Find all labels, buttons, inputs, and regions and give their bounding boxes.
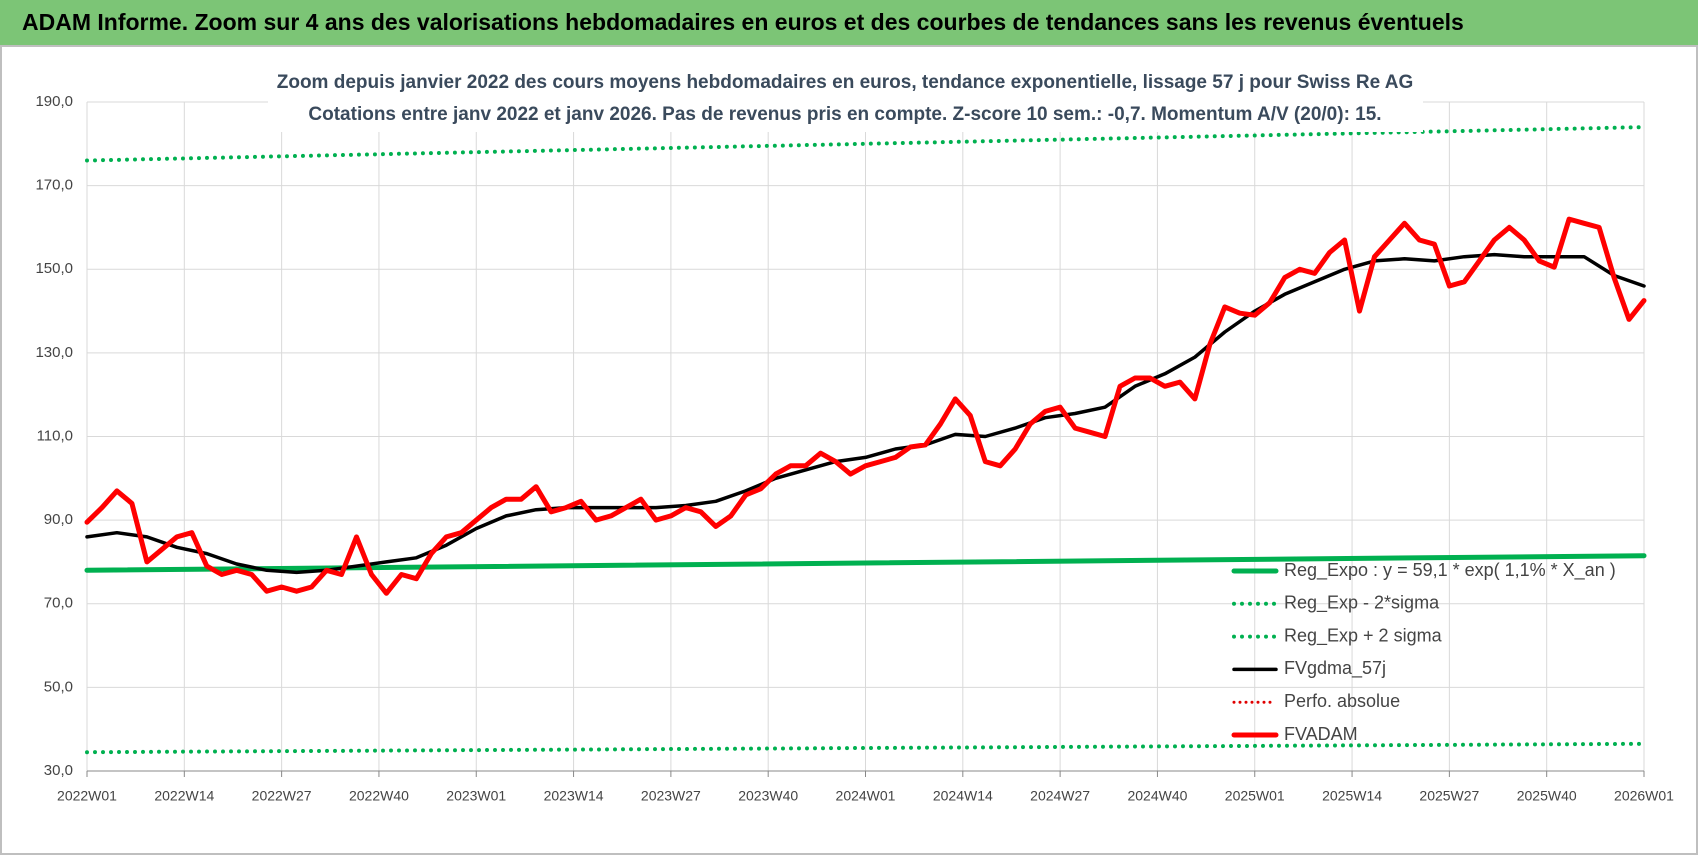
x-tick-label: 2022W27 bbox=[252, 788, 312, 804]
x-tick-label: 2025W27 bbox=[1419, 788, 1479, 804]
y-tick-label: 70,0 bbox=[44, 595, 73, 612]
legend-label: FVgdma_57j bbox=[1284, 658, 1386, 679]
x-tick-label: 2022W01 bbox=[57, 788, 117, 804]
x-tick-label: 2022W40 bbox=[349, 788, 409, 804]
x-tick-label: 2022W14 bbox=[154, 788, 214, 804]
y-tick-label: 50,0 bbox=[44, 678, 73, 695]
series-line bbox=[85, 741, 1646, 755]
x-tick-label: 2023W40 bbox=[738, 788, 798, 804]
x-tick-label: 2024W01 bbox=[836, 788, 896, 804]
y-tick-label: 30,0 bbox=[44, 762, 73, 779]
frame bbox=[0, 45, 1698, 855]
x-tick-label: 2024W27 bbox=[1030, 788, 1090, 804]
chart-subtitle: Cotations entre janv 2022 et janv 2026. … bbox=[308, 104, 1381, 125]
header-bar bbox=[0, 0, 1698, 46]
y-tick-label: 90,0 bbox=[44, 511, 73, 528]
x-tick-label: 2023W14 bbox=[544, 788, 604, 804]
y-tick-label: 130,0 bbox=[35, 344, 73, 361]
legend-label: Reg_Exp + 2 sigma bbox=[1284, 625, 1443, 646]
series-line bbox=[84, 216, 1647, 596]
x-tick-label: 2026W01 bbox=[1614, 788, 1674, 804]
x-tick-label: 2025W14 bbox=[1322, 788, 1382, 804]
legend-label: Reg_Exp - 2*sigma bbox=[1284, 593, 1440, 614]
x-tick-label: 2023W01 bbox=[446, 788, 506, 804]
subtitle-box bbox=[268, 66, 1423, 132]
x-tick-label: 2023W27 bbox=[641, 788, 701, 804]
x-tick-label: 2024W40 bbox=[1127, 788, 1187, 804]
chart-subtitle: Zoom depuis janvier 2022 des cours moyen… bbox=[277, 72, 1414, 93]
x-tick-label: 2024W14 bbox=[933, 788, 993, 804]
x-tick-label: 2025W01 bbox=[1225, 788, 1285, 804]
y-tick-label: 110,0 bbox=[37, 427, 73, 444]
x-tick-label: 2025W40 bbox=[1517, 788, 1577, 804]
legend-label: Reg_Expo : y = 59,1 * exp( 1,1% * X_an ) bbox=[1284, 560, 1616, 581]
chart-title: ADAM Informe. Zoom sur 4 ans des valoris… bbox=[22, 9, 1464, 35]
y-tick-label: 190,0 bbox=[35, 93, 73, 110]
legend-label: FVADAM bbox=[1284, 724, 1358, 744]
y-tick-label: 150,0 bbox=[35, 260, 73, 277]
legend-label: Perfo. absolue bbox=[1284, 691, 1400, 711]
series-line bbox=[85, 125, 1646, 163]
y-tick-label: 170,0 bbox=[35, 177, 73, 194]
